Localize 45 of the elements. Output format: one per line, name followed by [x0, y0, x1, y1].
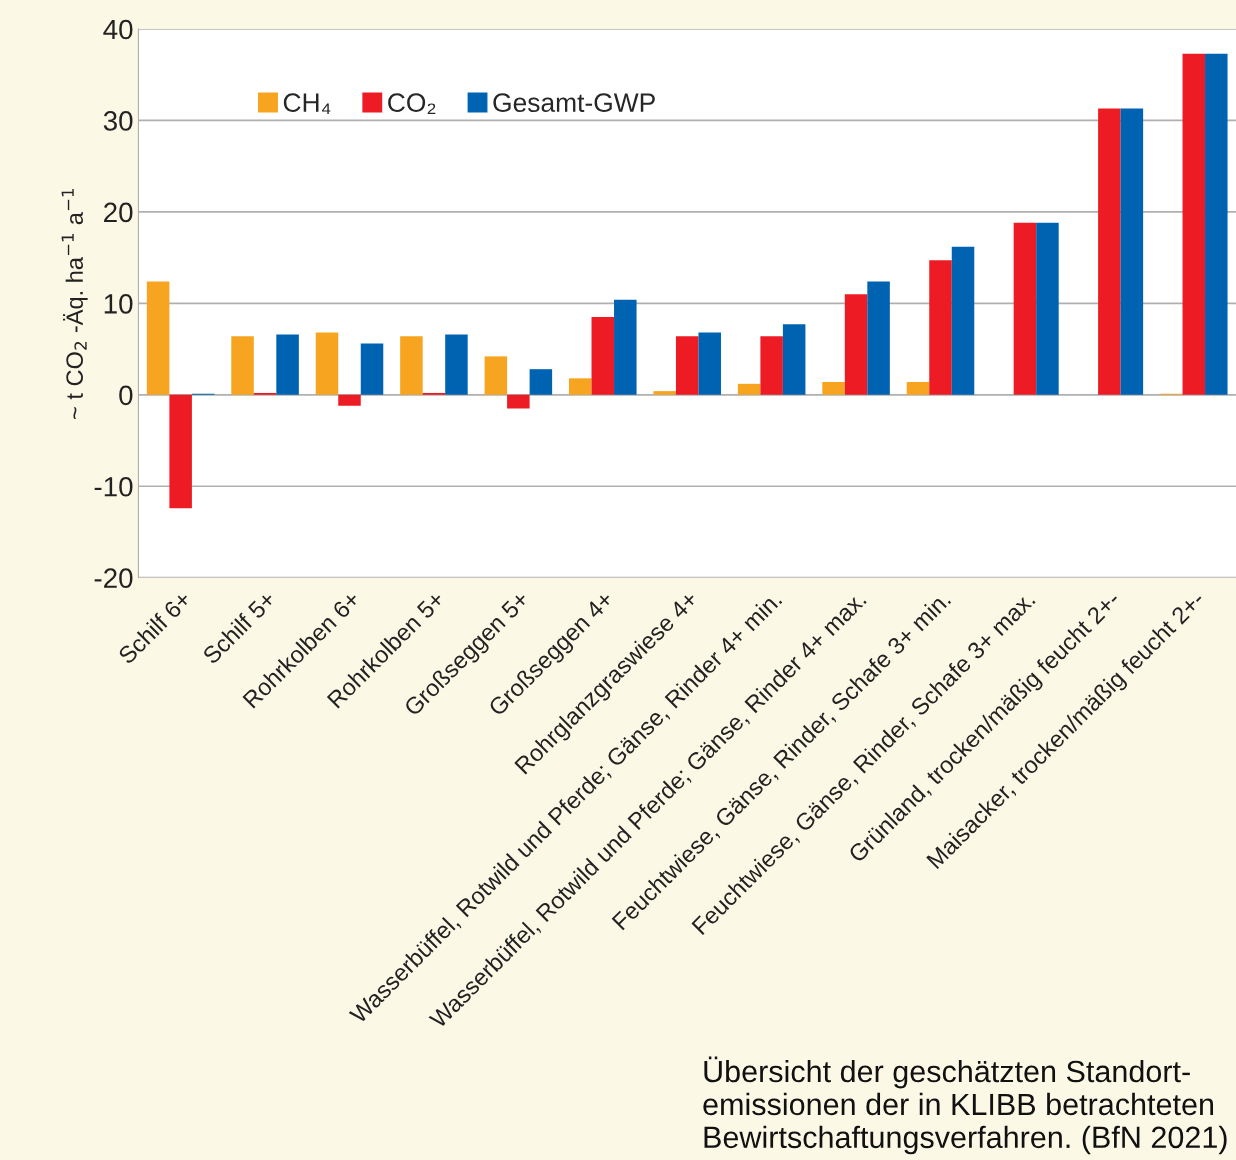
bar	[951, 246, 975, 395]
bar	[698, 332, 721, 395]
y-tick-label: 40	[103, 19, 133, 40]
bar	[445, 334, 468, 395]
y-tick-label: -20	[94, 568, 133, 589]
legend-label: CO₂	[388, 93, 436, 114]
y-axis-title: ~ t CO$_{2}$ -Äq. ha$^{−1}$ a$^{−1}$	[61, 189, 88, 419]
bar	[1013, 222, 1037, 395]
text: Übersicht der geschätzten Standort- emissionen der in KLIBB betrachteten Bewirtschaftungsverfahren. (BfN 2021)	[703, 1056, 1227, 1155]
bar	[400, 336, 423, 395]
bar	[760, 336, 783, 395]
bar	[1036, 222, 1059, 395]
y-tick-label: 0	[119, 385, 133, 406]
bar	[1205, 53, 1228, 395]
bar	[675, 336, 699, 395]
bar	[315, 332, 339, 395]
y-tick-label: 20	[104, 202, 133, 223]
y-tick-label: -10	[94, 476, 133, 497]
bar	[1182, 53, 1206, 395]
bar	[484, 356, 508, 395]
bar	[614, 299, 637, 395]
bar	[1098, 108, 1121, 395]
bar	[276, 334, 299, 395]
bar	[338, 394, 361, 406]
bar	[529, 369, 553, 395]
y-tick-label: 10	[104, 294, 133, 314]
bar	[146, 281, 170, 395]
bar	[1120, 108, 1144, 395]
bar	[169, 394, 192, 509]
bar	[231, 336, 254, 395]
bar	[929, 260, 952, 395]
legend-label: CH₄	[283, 93, 331, 114]
bar	[507, 394, 530, 409]
bar	[591, 317, 615, 395]
y-tick-label: 30	[103, 111, 133, 131]
bar	[653, 391, 676, 395]
bar	[569, 378, 592, 395]
bar	[782, 324, 806, 395]
legend-label: Gesamt-GWP	[493, 93, 655, 112]
bar	[737, 383, 761, 395]
bar	[844, 294, 868, 395]
bar	[867, 281, 890, 395]
bar	[906, 381, 930, 395]
bar	[822, 381, 845, 395]
bar	[360, 343, 384, 395]
